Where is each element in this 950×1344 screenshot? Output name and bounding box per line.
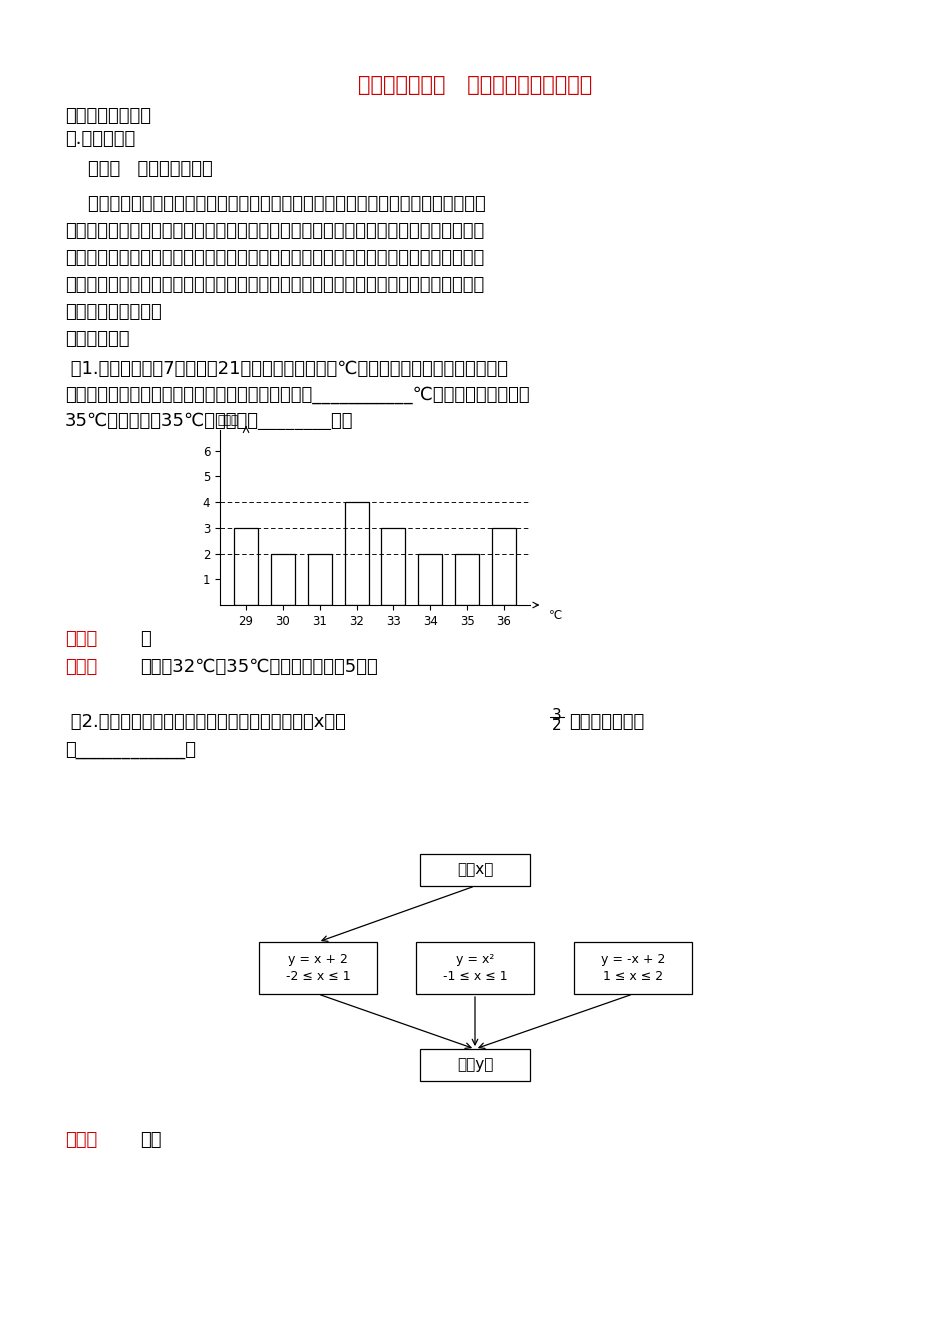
Text: -1 ≤ x ≤ 1: -1 ≤ x ≤ 1 <box>443 970 507 982</box>
Text: 略: 略 <box>140 630 151 648</box>
Bar <box>455 554 479 605</box>
Text: 要求同学们从实际问题中获得图象、文字信息，经过分析处理有关信息，建立数学模: 要求同学们从实际问题中获得图象、文字信息，经过分析处理有关信息，建立数学模 <box>65 195 485 212</box>
Text: -2 ≤ x ≤ 1: -2 ≤ x ≤ 1 <box>286 970 351 982</box>
Text: 35℃以上（包括35℃）的天数有________天。: 35℃以上（包括35℃）的天数有________天。 <box>65 413 353 430</box>
Bar <box>382 528 406 605</box>
Text: 例1.根据某市去年7月份中某21天的各天最高气温（℃）记录，制作了如图所示的统计: 例1.根据某市去年7月份中某21天的各天最高气温（℃）记录，制作了如图所示的统计 <box>65 360 508 378</box>
Bar <box>234 528 258 605</box>
Text: 为____________。: 为____________。 <box>65 741 196 759</box>
Text: （天）: （天） <box>218 414 238 427</box>
Bar <box>308 554 332 605</box>
Text: 以及条件与图象间的对应关系，能够做到迁移，重点要求考生能从条件或图象中找到相关: 以及条件与图象间的对应关系，能够做到迁移，重点要求考生能从条件或图象中找到相关 <box>65 249 484 267</box>
Text: y = x²: y = x² <box>456 953 494 966</box>
Text: 例2.根据如图所示的程序计算函数数值，若输入的x值为: 例2.根据如图所示的程序计算函数数值，若输入的x值为 <box>65 714 346 731</box>
Text: y = -x + 2: y = -x + 2 <box>600 953 665 966</box>
Text: 图，由图中信息可知，记录的这些最高气温的众数是___________℃。其中最高气温达到: 图，由图中信息可知，记录的这些最高气温的众数是___________℃。其中最高… <box>65 386 530 405</box>
Text: 答案：: 答案： <box>65 659 97 676</box>
Bar <box>418 554 443 605</box>
FancyBboxPatch shape <box>416 942 534 995</box>
Text: 专题五   图象、信息问题: 专题五 图象、信息问题 <box>65 160 213 177</box>
Text: 信息，图象、信息问题是近年来中考中的一类新颖题型，考生应注重对各类图象的归纳、: 信息，图象、信息问题是近年来中考中的一类新颖题型，考生应注重对各类图象的归纳、 <box>65 276 484 294</box>
Text: 【典型例题】: 【典型例题】 <box>65 331 129 348</box>
Text: 2: 2 <box>552 718 561 732</box>
Text: ℃: ℃ <box>548 609 561 622</box>
Text: 略。: 略。 <box>140 1132 162 1149</box>
Text: 众数是32℃，35℃以上的天数有：5天。: 众数是32℃，35℃以上的天数有：5天。 <box>140 659 378 676</box>
Text: 输出y值: 输出y值 <box>457 1058 493 1073</box>
Text: 【本讲教育信息】: 【本讲教育信息】 <box>65 108 151 125</box>
Bar <box>271 554 294 605</box>
Text: y = x + 2: y = x + 2 <box>288 953 348 966</box>
Text: 型，解决这个数学问题，进而解答原问题。图文信息问题要求考生全面把握题目的条件，: 型，解决这个数学问题，进而解答原问题。图文信息问题要求考生全面把握题目的条件， <box>65 222 484 241</box>
Text: 分析：: 分析： <box>65 630 97 648</box>
Text: 初三数学专题五   图象、信息问题湘教版: 初三数学专题五 图象、信息问题湘教版 <box>358 75 592 95</box>
Bar <box>345 503 369 605</box>
Text: 3: 3 <box>552 708 561 723</box>
FancyBboxPatch shape <box>420 1050 530 1081</box>
Text: 一.教学内容：: 一.教学内容： <box>65 130 135 148</box>
Text: 1 ≤ x ≤ 2: 1 ≤ x ≤ 2 <box>603 970 663 982</box>
FancyBboxPatch shape <box>259 942 377 995</box>
Text: ，则输出的结果: ，则输出的结果 <box>569 714 644 731</box>
Text: 输入x值: 输入x值 <box>457 863 493 878</box>
Text: 分析：: 分析： <box>65 1132 97 1149</box>
FancyBboxPatch shape <box>420 853 530 886</box>
Bar <box>492 528 516 605</box>
FancyBboxPatch shape <box>574 942 692 995</box>
Text: 理解、提炼的能力。: 理解、提炼的能力。 <box>65 302 162 321</box>
